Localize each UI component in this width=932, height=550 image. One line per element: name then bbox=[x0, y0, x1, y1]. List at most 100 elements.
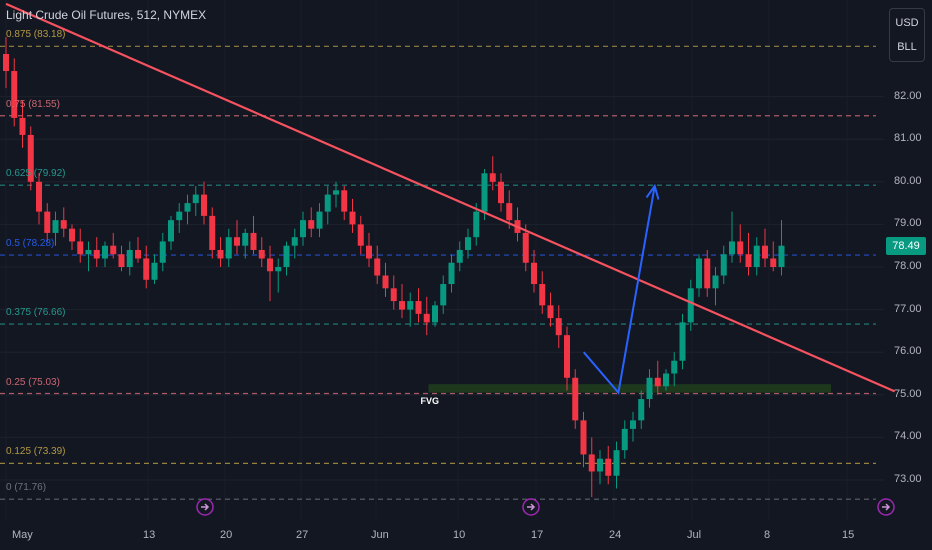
candle-body bbox=[118, 254, 125, 267]
event-marker-arrow bbox=[527, 503, 536, 511]
candle-body bbox=[432, 305, 438, 323]
event-marker-icon[interactable] bbox=[877, 498, 895, 516]
event-marker-arrow bbox=[882, 503, 891, 511]
candle-body bbox=[407, 301, 414, 310]
candles-layer bbox=[3, 36, 785, 498]
unit-label[interactable]: BLL bbox=[897, 41, 917, 53]
price-tick-label: 80.00 bbox=[894, 174, 922, 187]
time-tick-label: 15 bbox=[842, 529, 855, 541]
candle-body bbox=[93, 249, 100, 259]
price-tick-label: 73.00 bbox=[894, 473, 922, 485]
candle-body bbox=[531, 262, 537, 285]
candle-body bbox=[448, 262, 455, 285]
candle-body bbox=[555, 318, 562, 336]
candle-body bbox=[399, 301, 405, 310]
time-tick-label: May bbox=[12, 529, 33, 541]
time-tick-label: 27 bbox=[296, 529, 309, 541]
projection-arrowhead bbox=[645, 183, 660, 200]
fib-level-label: 0.5 (78.28) bbox=[6, 238, 55, 250]
last-price-tag: 78.49 bbox=[886, 237, 926, 256]
fib-level-label: 0.75 (81.55) bbox=[6, 98, 60, 110]
candle-body bbox=[316, 211, 323, 229]
candle-body bbox=[687, 288, 694, 323]
event-marker-icon[interactable] bbox=[196, 498, 214, 516]
drawings-layer bbox=[5, 2, 896, 395]
candle-body bbox=[390, 288, 397, 302]
candle-body bbox=[753, 245, 760, 267]
candle-body bbox=[291, 237, 298, 246]
candle-body bbox=[143, 258, 150, 280]
candle-body bbox=[250, 232, 257, 250]
candle-body bbox=[69, 228, 75, 242]
candle-body bbox=[663, 373, 669, 387]
candle-body bbox=[745, 254, 752, 267]
candle-body bbox=[52, 220, 59, 233]
candle-body bbox=[324, 194, 331, 212]
fib-level-label: 0.125 (73.39) bbox=[6, 446, 66, 458]
candle-body bbox=[267, 258, 273, 272]
candle-body bbox=[374, 258, 381, 276]
candle-body bbox=[209, 215, 216, 250]
candle-body bbox=[762, 245, 768, 259]
candle-body bbox=[456, 249, 463, 263]
time-tick-label: 20 bbox=[220, 529, 233, 541]
candle-body bbox=[440, 284, 447, 306]
candle-body bbox=[217, 249, 224, 259]
projection-path bbox=[582, 185, 656, 395]
candle-body bbox=[621, 428, 628, 451]
candle-body bbox=[283, 245, 290, 267]
candle-body bbox=[77, 241, 84, 255]
candle-body bbox=[349, 211, 356, 225]
resistance-trendline bbox=[5, 2, 896, 393]
candle-body bbox=[630, 420, 636, 429]
event-marker-icon[interactable] bbox=[522, 498, 540, 516]
candle-body bbox=[308, 220, 315, 229]
time-tick-label: Jul bbox=[687, 529, 702, 541]
candle-body bbox=[168, 220, 174, 242]
candle-body bbox=[679, 322, 686, 361]
price-tick-label: 76.00 bbox=[894, 345, 922, 358]
candle-body bbox=[11, 71, 18, 118]
candle-body bbox=[522, 232, 529, 263]
candle-body bbox=[704, 258, 711, 289]
time-tick-label: 13 bbox=[143, 529, 156, 541]
currency-unit-selector[interactable]: USD BLL bbox=[889, 8, 925, 62]
fib-level-label: 0.25 (75.03) bbox=[6, 376, 60, 388]
candle-body bbox=[242, 232, 249, 246]
time-tick-label: 8 bbox=[764, 529, 771, 541]
candle-body bbox=[27, 134, 34, 182]
price-tick-label: 74.00 bbox=[894, 430, 922, 443]
candle-body bbox=[465, 237, 471, 250]
candle-body bbox=[489, 173, 496, 182]
candle-body bbox=[135, 249, 141, 259]
candle-body bbox=[415, 301, 422, 314]
time-tick-label: 10 bbox=[453, 529, 466, 541]
candle-body bbox=[729, 241, 735, 255]
fib-level-label: 0.625 (79.92) bbox=[6, 168, 66, 180]
candle-body bbox=[44, 211, 51, 233]
time-tick-label: 17 bbox=[531, 529, 544, 541]
candle-body bbox=[638, 399, 645, 421]
fib-level-label: 0.875 (83.18) bbox=[6, 29, 66, 41]
event-marker-circle bbox=[877, 498, 895, 516]
candle-body bbox=[357, 224, 364, 246]
candle-body bbox=[654, 377, 661, 387]
candle-body bbox=[720, 254, 727, 276]
candle-body bbox=[176, 211, 183, 221]
candle-body bbox=[110, 245, 117, 255]
candle-body bbox=[423, 313, 430, 323]
fvg-zone-layer bbox=[428, 384, 831, 393]
currency-label[interactable]: USD bbox=[895, 17, 919, 29]
candle-body bbox=[613, 450, 620, 476]
candle-body bbox=[3, 54, 9, 72]
price-tick-label: 75.00 bbox=[894, 387, 922, 400]
candle-body bbox=[382, 275, 389, 289]
candle-body bbox=[36, 181, 42, 212]
candle-body bbox=[201, 194, 207, 216]
candle-body bbox=[234, 237, 240, 246]
candle-body bbox=[572, 377, 579, 421]
candle-body bbox=[225, 237, 232, 259]
event-marker-circle bbox=[522, 498, 540, 516]
candle-body bbox=[192, 194, 199, 204]
